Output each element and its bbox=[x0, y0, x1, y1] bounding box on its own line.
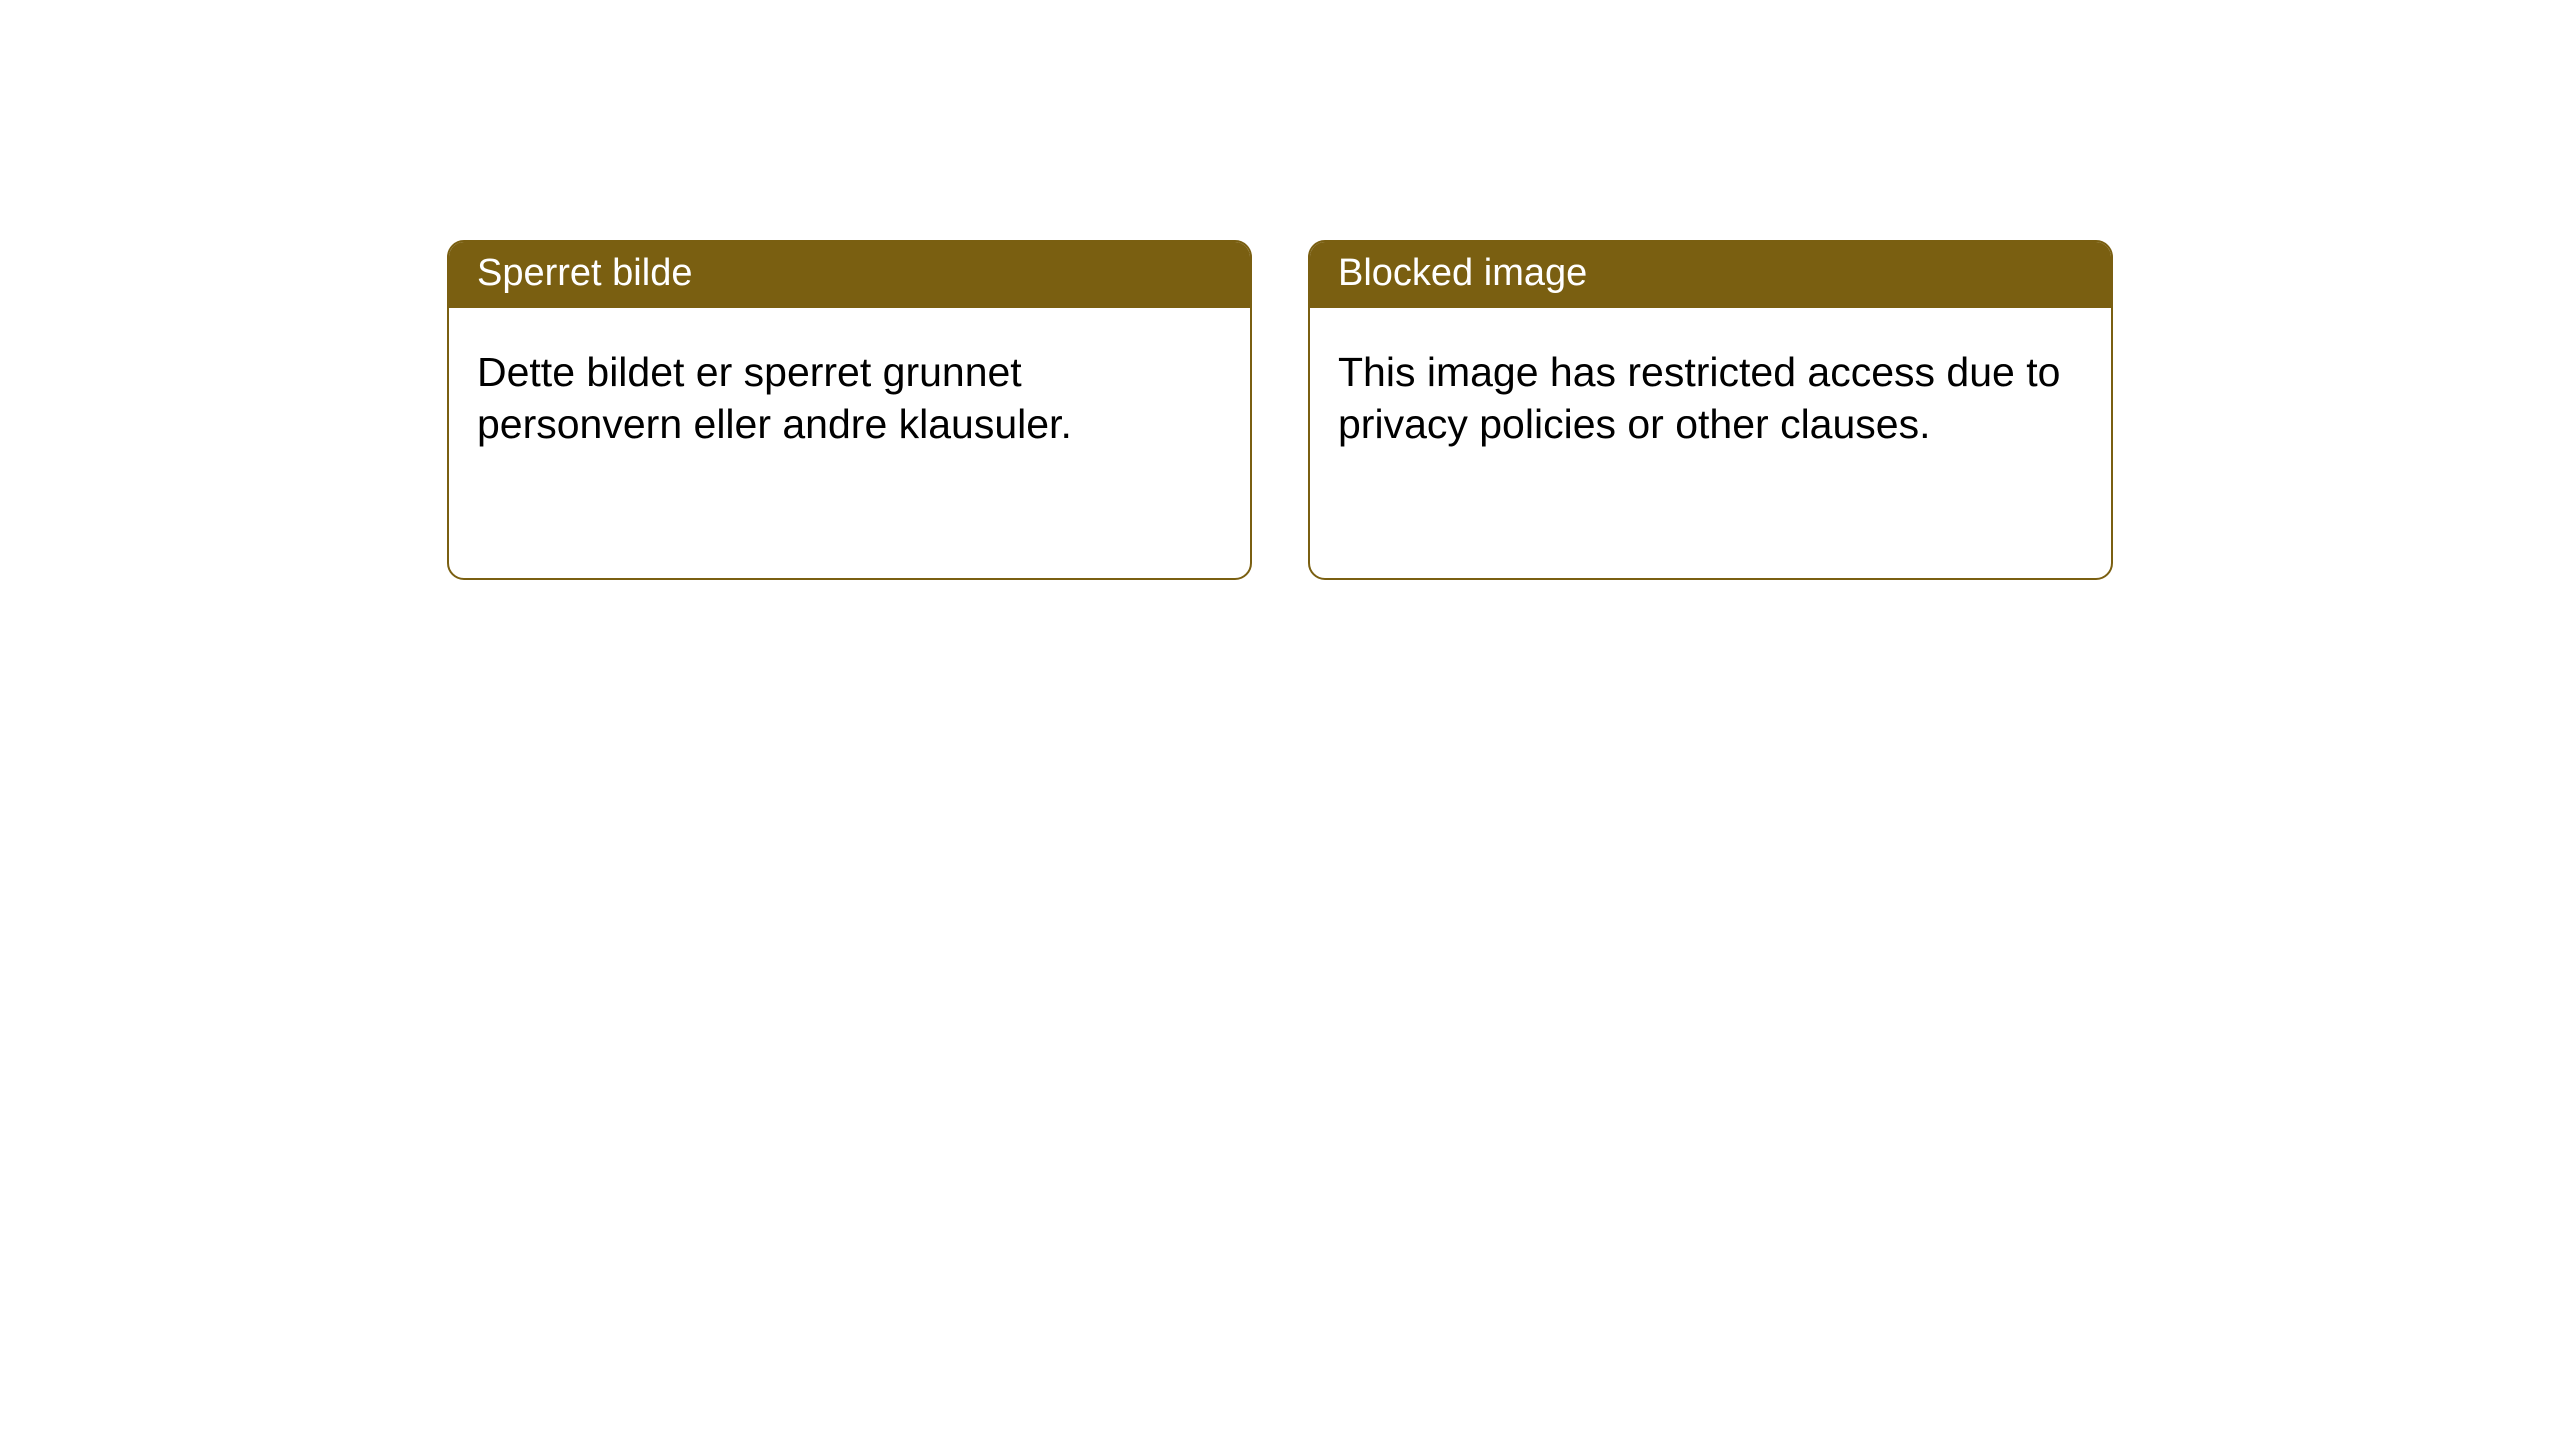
notice-body: This image has restricted access due to … bbox=[1310, 308, 2111, 489]
notice-body: Dette bildet er sperret grunnet personve… bbox=[449, 308, 1250, 489]
notice-header: Blocked image bbox=[1310, 242, 2111, 308]
notice-card-norwegian: Sperret bilde Dette bildet er sperret gr… bbox=[447, 240, 1252, 580]
notice-card-english: Blocked image This image has restricted … bbox=[1308, 240, 2113, 580]
notice-container: Sperret bilde Dette bildet er sperret gr… bbox=[447, 240, 2113, 580]
notice-header: Sperret bilde bbox=[449, 242, 1250, 308]
